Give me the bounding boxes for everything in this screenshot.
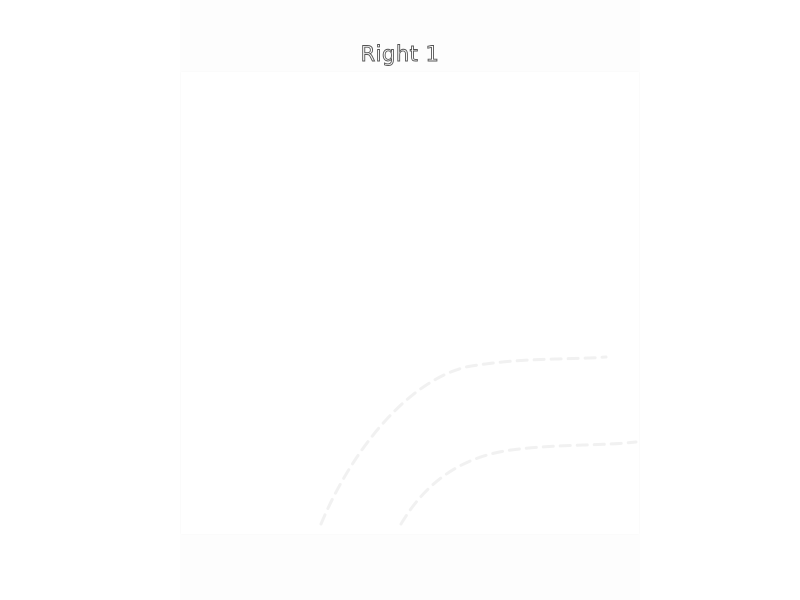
inner-curve [399, 440, 638, 526]
render-viewport[interactable] [181, 72, 639, 534]
curve-layer [319, 355, 638, 526]
view-title: Right 1 [360, 42, 440, 67]
outer-curve [319, 355, 608, 526]
